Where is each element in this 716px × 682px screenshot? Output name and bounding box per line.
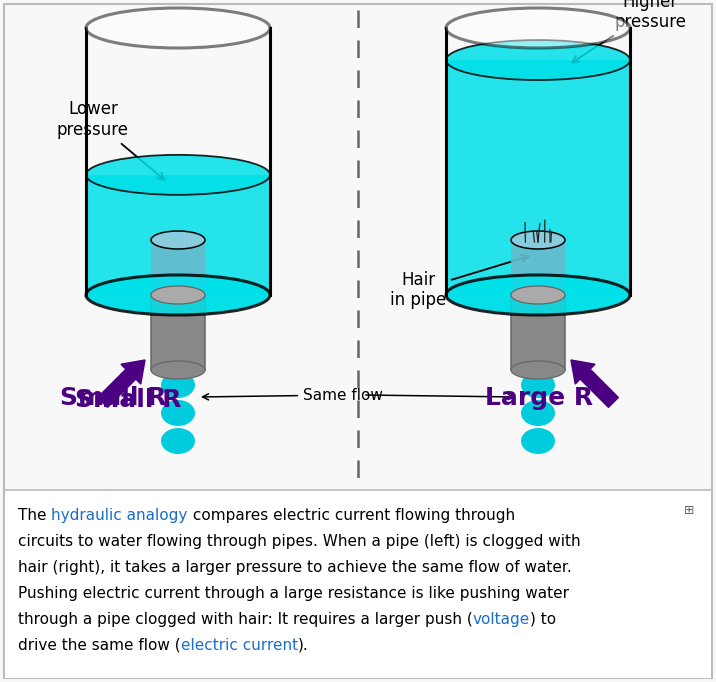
Ellipse shape — [86, 155, 270, 195]
Text: through a pipe clogged with hair: It requires a larger push (: through a pipe clogged with hair: It req… — [18, 612, 473, 627]
Ellipse shape — [446, 40, 630, 80]
Text: electric current: electric current — [180, 638, 298, 653]
Bar — [446, 60, 630, 295]
Ellipse shape — [521, 372, 555, 398]
Bar — [5, 490, 711, 678]
Bar — [511, 240, 565, 295]
Ellipse shape — [446, 275, 630, 315]
Ellipse shape — [161, 400, 195, 426]
Text: Same flow: Same flow — [203, 387, 383, 402]
Text: compares electric current flowing through: compares electric current flowing throug… — [188, 508, 515, 523]
Ellipse shape — [446, 8, 630, 48]
Ellipse shape — [86, 275, 270, 315]
Ellipse shape — [151, 286, 205, 304]
Text: circuits to water flowing through pipes. When a pipe (left) is clogged with: circuits to water flowing through pipes.… — [18, 534, 581, 549]
Text: Small R: Small R — [74, 388, 181, 412]
Text: Pushing electric current through a large resistance is like pushing water: Pushing electric current through a large… — [18, 586, 569, 601]
Ellipse shape — [446, 275, 630, 315]
Text: Higher
pressure: Higher pressure — [572, 0, 686, 63]
Ellipse shape — [151, 286, 205, 304]
Text: ) to: ) to — [530, 612, 556, 627]
Ellipse shape — [511, 286, 565, 304]
Text: drive the same flow (: drive the same flow ( — [18, 638, 180, 653]
Text: hair (right), it takes a larger pressure to achieve the same flow of water.: hair (right), it takes a larger pressure… — [18, 560, 572, 575]
Text: Large R: Large R — [485, 386, 593, 410]
Ellipse shape — [511, 286, 565, 304]
Ellipse shape — [511, 361, 565, 379]
Text: Lower
pressure: Lower pressure — [57, 100, 165, 180]
FancyArrow shape — [97, 360, 145, 407]
Bar — [151, 240, 205, 295]
Bar — [151, 295, 205, 370]
Ellipse shape — [161, 372, 195, 398]
Ellipse shape — [86, 275, 270, 315]
Text: Hair
in pipe: Hair in pipe — [390, 255, 528, 310]
FancyArrow shape — [571, 360, 619, 407]
Ellipse shape — [521, 400, 555, 426]
Ellipse shape — [521, 428, 555, 454]
Ellipse shape — [151, 231, 205, 249]
Text: hydraulic analogy: hydraulic analogy — [52, 508, 188, 523]
Bar — [86, 175, 270, 295]
Text: ⊞: ⊞ — [684, 504, 694, 517]
Text: The: The — [18, 508, 52, 523]
Text: voltage: voltage — [473, 612, 530, 627]
Ellipse shape — [86, 8, 270, 48]
Ellipse shape — [511, 231, 565, 249]
Text: Small R: Small R — [60, 386, 167, 410]
Text: ).: ). — [298, 638, 309, 653]
Ellipse shape — [161, 428, 195, 454]
Bar — [511, 295, 565, 370]
Ellipse shape — [151, 361, 205, 379]
